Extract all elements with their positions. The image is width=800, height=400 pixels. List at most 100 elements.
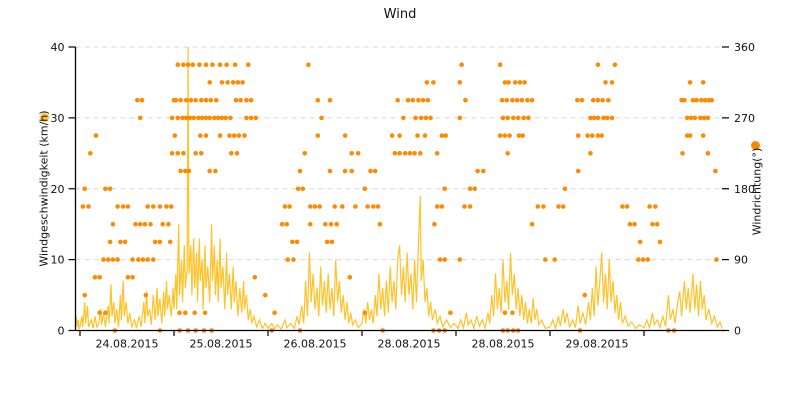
wind-direction-dot [193, 151, 198, 156]
wind-direction-dot [228, 115, 233, 121]
wind-direction-dot [115, 257, 120, 262]
wind-direction-dot [308, 204, 313, 209]
wind-direction-dot [172, 133, 178, 138]
wind-direction-dot [139, 97, 145, 103]
wind-direction-dot [219, 115, 225, 121]
wind-direction-dot [297, 168, 303, 174]
wind-direction-dot [294, 239, 300, 245]
chart-title: Wind [383, 7, 417, 22]
wind-direction-dot [442, 257, 448, 262]
wind-direction-dot [645, 257, 651, 262]
wind-direction-dot [688, 115, 694, 121]
wind-direction-dot [240, 80, 245, 85]
wind-direction-dot [143, 292, 149, 298]
wind-direction-dot [105, 257, 111, 262]
wind-direction-dot [699, 97, 704, 103]
wind-direction-dot [282, 204, 288, 209]
wind-direction-dot [520, 133, 525, 138]
wind-direction-dot [595, 62, 601, 67]
wind-direction-dot [175, 151, 181, 156]
wind-direction-dot [122, 239, 128, 245]
right-axis-tick-label: 180 [734, 183, 755, 196]
wind-direction-dot [223, 115, 228, 121]
wind-direction-dot [431, 80, 436, 85]
wind-direction-dot [80, 204, 86, 209]
wind-direction-dot [702, 97, 708, 103]
left-axis-title: Windgeschwindigkeit (km/h) [37, 110, 51, 267]
wind-direction-dot [701, 115, 707, 121]
wind-direction-dot [591, 115, 597, 121]
wind-direction-dot [377, 221, 383, 227]
wind-direction-dot [511, 115, 516, 121]
wind-direction-dot [582, 292, 588, 298]
wind-direction-dot [214, 97, 219, 103]
wind-direction-dot [437, 257, 443, 262]
wind-direction-dot [579, 97, 585, 103]
wind-direction-dot [185, 62, 191, 67]
wind-direction-dot [145, 257, 150, 262]
wind-direction-dot [232, 62, 238, 67]
wind-direction-dot [705, 115, 711, 121]
wind-direction-dot [347, 275, 353, 280]
wind-direction-dot [541, 204, 546, 209]
wind-direction-dot [234, 151, 240, 156]
wind-direction-dot [110, 221, 116, 227]
wind-direction-dot [248, 97, 254, 103]
wind-direction-dot [375, 204, 381, 209]
wind-direction-dot [609, 115, 615, 121]
wind-direction-dot [457, 115, 463, 121]
wind-direction-dot [353, 204, 358, 209]
wind-direction-dot [192, 310, 197, 316]
wind-direction-dot [442, 186, 448, 192]
wind-direction-dot [515, 115, 521, 121]
wind-direction-dot [595, 115, 601, 121]
wind-direction-dot [402, 151, 408, 156]
wind-direction-dot [175, 62, 181, 67]
wind-direction-dot [425, 97, 431, 103]
wind-direction-dot [517, 80, 523, 85]
wind-direction-dot [328, 221, 334, 227]
wind-direction-dot [242, 133, 247, 138]
wind-direction-dot [588, 151, 593, 156]
wind-direction-dot [197, 62, 202, 67]
wind-direction-dot [306, 62, 311, 67]
wind-direction-dot [694, 97, 699, 103]
wind-direction-dot [432, 221, 437, 227]
wind-direction-dot [225, 80, 230, 85]
wind-direction-dot [88, 151, 93, 156]
wind-direction-dot [151, 204, 156, 209]
wind-direction-dot [167, 239, 173, 245]
wind-direction-dot [705, 151, 711, 156]
wind-direction-dot [207, 80, 212, 85]
wind-direction-dot [529, 97, 535, 103]
wind-direction-dot [308, 221, 313, 227]
wind-direction-dot [235, 80, 241, 85]
wind-direction-dot [135, 97, 140, 103]
wind-direction-dot [217, 62, 223, 67]
wind-direction-dot [157, 204, 163, 209]
wind-direction-dot [410, 97, 416, 103]
wind-direction-dot [148, 221, 153, 227]
wind-direction-dot [137, 221, 143, 227]
wind-direction-dot [519, 97, 525, 103]
wind-direction-dot [434, 204, 440, 209]
wind-direction-dot [457, 257, 463, 262]
wind-direction-dot [180, 115, 185, 121]
wind-direction-dot [272, 310, 277, 316]
wind-direction-dot [590, 97, 596, 103]
wind-direction-dot [136, 257, 141, 262]
wind-direction-dot [284, 221, 290, 227]
wind-direction-dot [199, 115, 205, 121]
wind-direction-dot [434, 151, 440, 156]
wind-direction-dot [407, 151, 413, 156]
wind-direction-dot [302, 151, 308, 156]
wind-direction-dot [319, 115, 324, 121]
wind-direction-dot [415, 133, 420, 138]
wind-direction-dot [290, 239, 295, 245]
wind-direction-dot [654, 221, 660, 227]
wind-direction-dot [650, 221, 655, 227]
wind-direction-dot [627, 221, 633, 227]
wind-direction-dot [507, 133, 512, 138]
wind-direction-dot [187, 115, 193, 121]
wind-direction-dot [193, 97, 198, 103]
